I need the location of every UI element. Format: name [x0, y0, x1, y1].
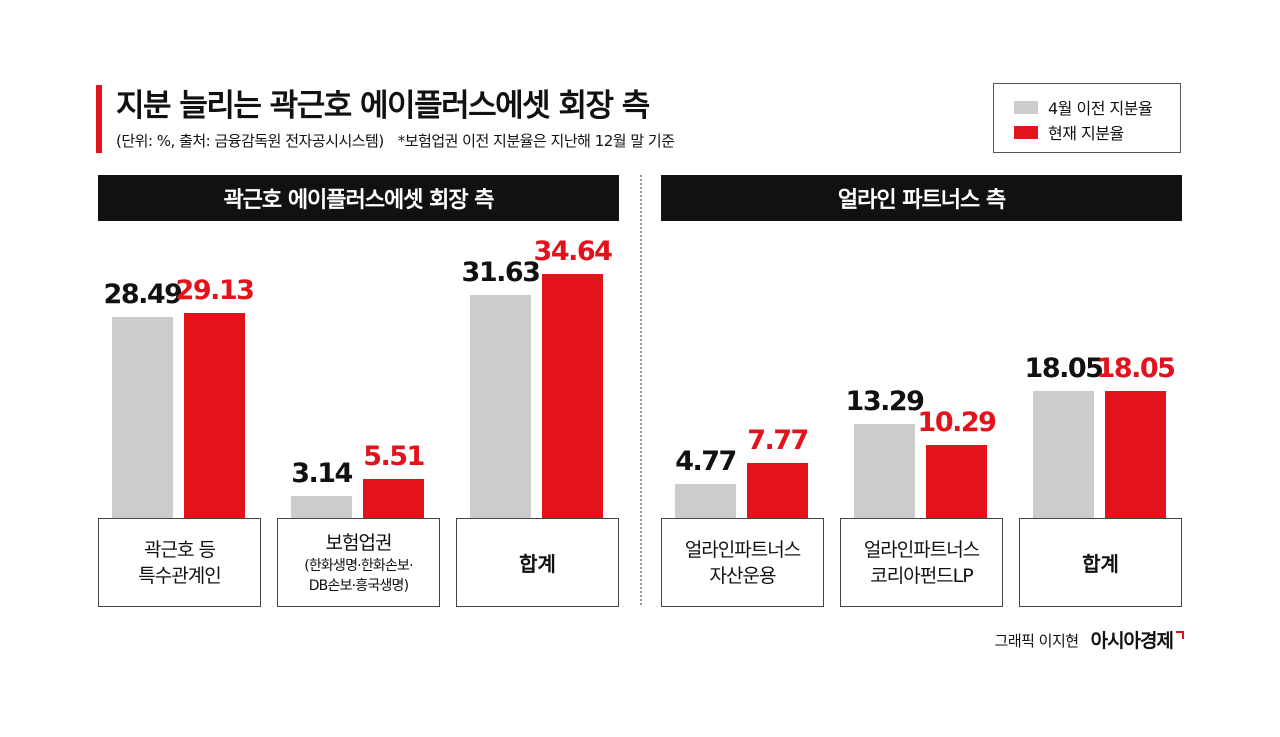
category-label-line: DB손보·흥국생명) [308, 577, 409, 594]
category-label: 합계 [1019, 518, 1182, 607]
data-label-prev: 18.05 [1024, 352, 1104, 384]
category-label-line: 합계 [1082, 552, 1119, 576]
data-label-curr: 18.05 [1096, 352, 1176, 384]
data-label-curr: 29.13 [175, 274, 255, 306]
title-accent-bar [96, 85, 102, 153]
legend-label-curr: 현재 지분율 [1048, 124, 1124, 143]
panel-header-left: 곽근호 에이플러스에셋 회장 측 [98, 175, 619, 221]
data-label-prev: 28.49 [103, 279, 183, 311]
data-label-curr: 7.77 [747, 425, 809, 457]
bar-prev [291, 495, 352, 518]
bar-curr [1105, 390, 1166, 518]
category-label-line: 자산운용 [709, 564, 777, 587]
panel-header-right: 얼라인 파트너스 측 [661, 175, 1182, 221]
bar-prev [854, 424, 915, 518]
data-label-prev: 3.14 [291, 457, 353, 489]
footnote-text: *보험업권 이전 지분율은 지난해 12월 말 기준 [397, 132, 675, 150]
data-label-prev: 31.63 [461, 257, 541, 288]
chart-subtitle: (단위: %, 출처: 금융감독원 전자공시시스템) *보험업권 이전 지분율은 … [116, 130, 675, 151]
category-label: 보험업권 (한화생명·한화손보· DB손보·흥국생명) [277, 518, 440, 607]
category-label-line: 곽근호 등 [144, 538, 216, 561]
bar-prev [1033, 390, 1094, 518]
bar-curr [542, 273, 603, 518]
category-label-line: 특수관계인 [138, 564, 221, 587]
bar-prev [675, 484, 736, 518]
legend-item-prev: 4월 이전 지분율 [1014, 96, 1153, 118]
category-label-line: (한화생명·한화손보· [304, 557, 413, 574]
data-label-curr: 34.64 [533, 235, 613, 267]
unit-source-text: (단위: %, 출처: 금융감독원 전자공시시스템) [116, 132, 384, 150]
category-label-line: 얼라인파트너스 [863, 538, 980, 561]
category-label-line: 얼라인파트너스 [684, 538, 801, 561]
data-label-curr: 10.29 [917, 407, 997, 439]
bar-curr [363, 479, 424, 518]
category-label-line: 합계 [519, 552, 556, 576]
legend-swatch-curr [1014, 125, 1038, 139]
data-label-curr: 5.51 [363, 441, 425, 473]
bar-prev [112, 317, 173, 518]
legend: 4월 이전 지분율 현재 지분율 [993, 83, 1181, 153]
credit-graphic: 그래픽 이지현 [994, 632, 1080, 650]
legend-label-prev: 4월 이전 지분율 [1048, 99, 1153, 118]
data-label-prev: 4.77 [675, 446, 737, 478]
credit: 그래픽 이지현 아시아경제 [995, 626, 1184, 653]
legend-item-curr: 현재 지분율 [1014, 121, 1124, 143]
brand-mark-icon [1176, 631, 1184, 639]
category-label-line: 보험업권 [325, 531, 393, 554]
bar-curr [184, 312, 245, 518]
panel-divider [640, 175, 642, 605]
category-label: 합계 [456, 518, 619, 607]
bar-curr [747, 463, 808, 518]
credit-brand: 아시아경제 [1090, 630, 1174, 652]
legend-swatch-prev [1014, 100, 1038, 114]
bar-prev [470, 295, 531, 518]
chart-title: 지분 늘리는 곽근호 에이플러스에셋 회장 측 [116, 88, 650, 124]
bar-curr [926, 445, 987, 518]
category-label-line: 코리아펀드LP [870, 564, 973, 587]
data-label-prev: 13.29 [845, 386, 925, 418]
